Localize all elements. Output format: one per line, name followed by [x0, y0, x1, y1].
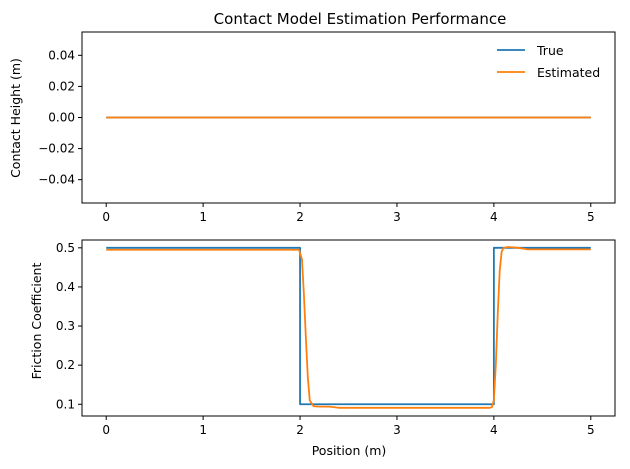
top-x-tick-label: 4: [490, 210, 498, 224]
bottom-axes: 0 1 2 3 4 5 0.1 0.2 0.3 0.4 0.5 Position (m) Fric…: [29, 239, 616, 458]
top-x-tick-label: 0: [102, 210, 110, 224]
bottom-data-layer: [106, 246, 591, 409]
bottom-x-axis-label: Position (m): [312, 443, 387, 458]
top-y-axis-label: Contact Height (m): [8, 58, 23, 178]
legend-label-estimated: Estimated: [537, 65, 600, 80]
bottom-x-tick-label: 0: [102, 423, 110, 437]
bottom-y-axis-label: Friction Coefficient: [29, 263, 44, 380]
chart-title: Contact Model Estimation Performance: [214, 10, 507, 28]
bottom-x-ticks: 0 1 2 3 4 5: [102, 416, 595, 437]
bottom-y-tick-label: 0.4: [56, 280, 75, 294]
bottom-axes-frame: [81, 239, 616, 417]
bottom-y-tick-label: 0.5: [56, 241, 75, 255]
bottom-series-estimated-line: [106, 246, 591, 409]
bottom-y-tick-label: 0.2: [56, 358, 75, 372]
bottom-x-tick-label: 1: [199, 423, 207, 437]
top-y-tick-label: 0.04: [48, 48, 75, 62]
top-x-tick-label: 1: [199, 210, 207, 224]
top-y-tick-label: −0.04: [38, 173, 75, 187]
bottom-x-tick-label: 4: [490, 423, 498, 437]
legend-label-true: True: [536, 43, 564, 58]
top-y-tick-label: −0.02: [38, 142, 75, 156]
top-y-ticks: −0.04 −0.02 0.00 0.02 0.04: [38, 48, 82, 187]
bottom-y-tick-label: 0.3: [56, 319, 75, 333]
top-y-tick-label: 0.02: [48, 79, 75, 93]
top-x-tick-label: 3: [393, 210, 401, 224]
bottom-x-tick-label: 3: [393, 423, 401, 437]
bottom-x-tick-label: 2: [296, 423, 304, 437]
top-axes: 0 1 2 3 4 5 −0.04 −0.02 0.00 0.02 0.04 Contact He…: [8, 31, 616, 224]
bottom-y-tick-label: 0.1: [56, 397, 75, 411]
top-x-tick-label: 2: [296, 210, 304, 224]
bottom-y-ticks: 0.1 0.2 0.3 0.4 0.5: [56, 241, 82, 411]
top-x-tick-label: 5: [587, 210, 595, 224]
top-x-ticks: 0 1 2 3 4 5: [102, 203, 595, 224]
bottom-x-tick-label: 5: [587, 423, 595, 437]
top-y-tick-label: 0.00: [48, 111, 75, 125]
bottom-series-true-line: [106, 246, 591, 406]
legend: True Estimated: [497, 43, 600, 80]
